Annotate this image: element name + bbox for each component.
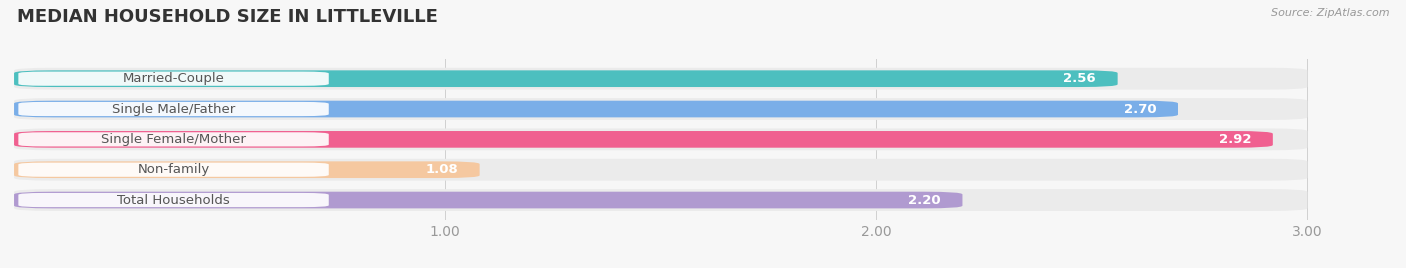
FancyBboxPatch shape (14, 192, 963, 209)
Text: 2.70: 2.70 (1123, 103, 1157, 116)
FancyBboxPatch shape (14, 98, 1308, 120)
Text: Married-Couple: Married-Couple (122, 72, 225, 85)
FancyBboxPatch shape (18, 193, 329, 207)
Text: 1.08: 1.08 (426, 163, 458, 176)
FancyBboxPatch shape (18, 132, 329, 146)
Text: Non-family: Non-family (138, 163, 209, 176)
FancyBboxPatch shape (14, 128, 1308, 150)
Text: 2.92: 2.92 (1219, 133, 1251, 146)
FancyBboxPatch shape (14, 70, 1118, 87)
Text: MEDIAN HOUSEHOLD SIZE IN LITTLEVILLE: MEDIAN HOUSEHOLD SIZE IN LITTLEVILLE (17, 8, 437, 26)
FancyBboxPatch shape (18, 102, 329, 116)
FancyBboxPatch shape (14, 101, 1178, 117)
FancyBboxPatch shape (18, 163, 329, 177)
Text: Total Households: Total Households (117, 193, 231, 207)
Text: Single Male/Father: Single Male/Father (112, 103, 235, 116)
FancyBboxPatch shape (18, 72, 329, 86)
FancyBboxPatch shape (14, 161, 479, 178)
FancyBboxPatch shape (14, 131, 1272, 148)
Text: Source: ZipAtlas.com: Source: ZipAtlas.com (1271, 8, 1389, 18)
FancyBboxPatch shape (14, 159, 1308, 181)
Text: 2.56: 2.56 (1063, 72, 1097, 85)
FancyBboxPatch shape (14, 68, 1308, 90)
Text: Single Female/Mother: Single Female/Mother (101, 133, 246, 146)
Text: 2.20: 2.20 (908, 193, 941, 207)
FancyBboxPatch shape (14, 189, 1308, 211)
